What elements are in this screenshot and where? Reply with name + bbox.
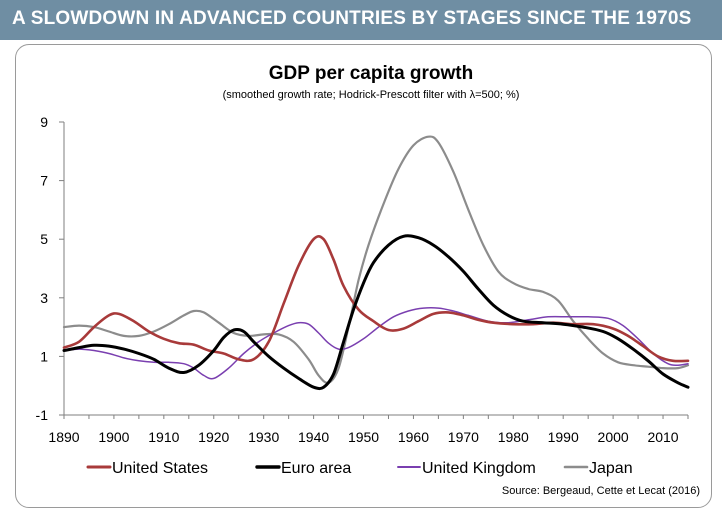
x-tick-label: 1980 [498, 429, 529, 445]
x-tick-label: 2010 [647, 429, 678, 445]
x-tick-label: 1940 [298, 429, 329, 445]
x-tick-label: 1900 [98, 429, 129, 445]
source-note: Source: Bergeaud, Cette et Lecat (2016) [502, 485, 700, 497]
x-tick-label: 1970 [448, 429, 479, 445]
chart-subtitle: (smoothed growth rate; Hodrick-Prescott … [223, 89, 520, 101]
series-lines [62, 135, 690, 391]
x-tick-label: 1920 [198, 429, 229, 445]
series-line-united-states [62, 234, 690, 363]
chart-frame [15, 44, 712, 508]
x-tick-label: 1910 [148, 429, 179, 445]
y-tick-label: 7 [40, 173, 48, 189]
axes: -1 1 3 5 7 9 1890 1900 1910 1920 1930 1940 1950 1960 1… [36, 114, 689, 445]
y-tick-label: 5 [40, 231, 48, 247]
series-line-japan [62, 135, 690, 385]
banner-title: A SLOWDOWN IN ADVANCED COUNTRIES BY STAG… [12, 8, 692, 29]
x-tick-label: 1960 [398, 429, 429, 445]
chart-title: GDP per capita growth [269, 63, 473, 84]
legend-label-japan: Japan [589, 460, 633, 477]
x-tick-label: 1950 [348, 429, 379, 445]
series-line-united-kingdom [63, 306, 689, 380]
legend-label-euro-area: Euro area [281, 460, 351, 477]
x-tick-label: 2000 [598, 429, 629, 445]
legend-label-united-kingdom: United Kingdom [422, 460, 536, 477]
y-tick-label: -1 [36, 407, 49, 423]
x-tick-label: 1890 [48, 429, 79, 445]
series-line-euro-area [62, 234, 690, 391]
y-tick-label: 1 [40, 348, 48, 364]
y-tick-label: 3 [40, 290, 48, 306]
header-banner: A SLOWDOWN IN ADVANCED COUNTRIES BY STAG… [0, 0, 722, 40]
legend-label-united-states: United States [112, 460, 208, 477]
x-tick-label: 1990 [548, 429, 579, 445]
y-tick-label: 9 [40, 114, 48, 130]
legend: United States Euro area United Kingdom Japa… [86, 460, 633, 477]
x-tick-label: 1930 [248, 429, 279, 445]
